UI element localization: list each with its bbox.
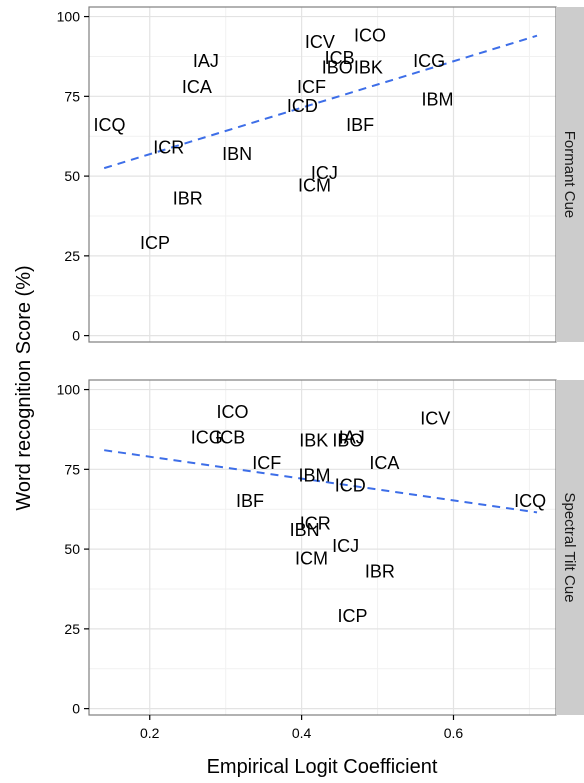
point-label-icg: ICG xyxy=(413,51,445,71)
point-label-icd: ICD xyxy=(287,96,318,116)
y-tick-label: 0 xyxy=(72,701,80,717)
trend-line xyxy=(103,34,538,170)
facet-strip-label: Formant Cue xyxy=(561,131,578,219)
y-axis-title: Word recognition Score (%) xyxy=(13,265,35,510)
panel-background xyxy=(89,380,556,715)
point-label-icf: ICF xyxy=(297,77,326,97)
y-tick-label: 75 xyxy=(64,88,80,104)
y-tick-label: 50 xyxy=(64,168,80,184)
point-label-icb: ICB xyxy=(215,427,245,447)
x-tick-label: 0.6 xyxy=(444,725,464,741)
point-label-ibn: IBN xyxy=(290,520,320,540)
point-label-icm: ICM xyxy=(295,549,328,569)
facet-strip xyxy=(556,380,584,715)
point-label-icg: ICG xyxy=(191,427,223,447)
point-label-ico: ICO xyxy=(217,402,249,422)
point-label-iaj: IAJ xyxy=(339,427,365,447)
facet-strip xyxy=(556,7,584,342)
y-tick-label: 0 xyxy=(72,328,80,344)
point-label-icm: ICM xyxy=(298,176,331,196)
point-label-icb: ICB xyxy=(325,48,355,68)
facet-strip-label: Spectral Tilt Cue xyxy=(561,492,578,602)
point-label-icp: ICP xyxy=(337,606,367,626)
point-label-ibk: IBK xyxy=(354,58,383,78)
point-label-ibk: IBK xyxy=(299,431,328,451)
point-label-icr: ICR xyxy=(153,137,184,157)
y-tick-label: 50 xyxy=(64,541,80,557)
y-tick-label: 75 xyxy=(64,461,80,477)
point-label-icd: ICD xyxy=(335,475,366,495)
point-label-icp: ICP xyxy=(140,233,170,253)
y-tick-label: 100 xyxy=(57,382,81,398)
point-label-ibr: IBR xyxy=(173,188,203,208)
point-label-icq: ICQ xyxy=(93,115,125,135)
x-tick-label: 0.4 xyxy=(292,725,312,741)
point-label-iaj: IAJ xyxy=(193,51,219,71)
point-label-ibo: IBO xyxy=(322,58,353,78)
point-label-icj: ICJ xyxy=(311,163,338,183)
point-label-icv: ICV xyxy=(305,32,335,52)
point-label-ica: ICA xyxy=(369,453,399,473)
point-label-ibn: IBN xyxy=(222,144,252,164)
x-tick-label: 0.2 xyxy=(140,725,160,741)
point-label-ibr: IBR xyxy=(365,561,395,581)
point-label-icq: ICQ xyxy=(514,491,546,511)
y-tick-label: 100 xyxy=(57,9,81,25)
y-tick-label: 25 xyxy=(64,248,80,264)
trend-line xyxy=(104,449,538,514)
panel-background xyxy=(89,7,556,342)
y-tick-label: 25 xyxy=(64,621,80,637)
point-label-ico: ICO xyxy=(354,26,386,46)
point-label-icf: ICF xyxy=(252,453,281,473)
point-label-ibf: IBF xyxy=(346,115,374,135)
point-label-icr: ICR xyxy=(300,514,331,534)
point-label-ica: ICA xyxy=(182,77,212,97)
x-axis-title: Empirical Logit Coefficient xyxy=(207,756,438,778)
point-label-icv: ICV xyxy=(420,408,450,428)
point-label-ibm: IBM xyxy=(299,466,331,486)
point-label-ibf: IBF xyxy=(236,491,264,511)
point-label-icj: ICJ xyxy=(332,536,359,556)
point-label-ibo: IBO xyxy=(332,431,363,451)
point-label-ibm: IBM xyxy=(422,90,454,110)
